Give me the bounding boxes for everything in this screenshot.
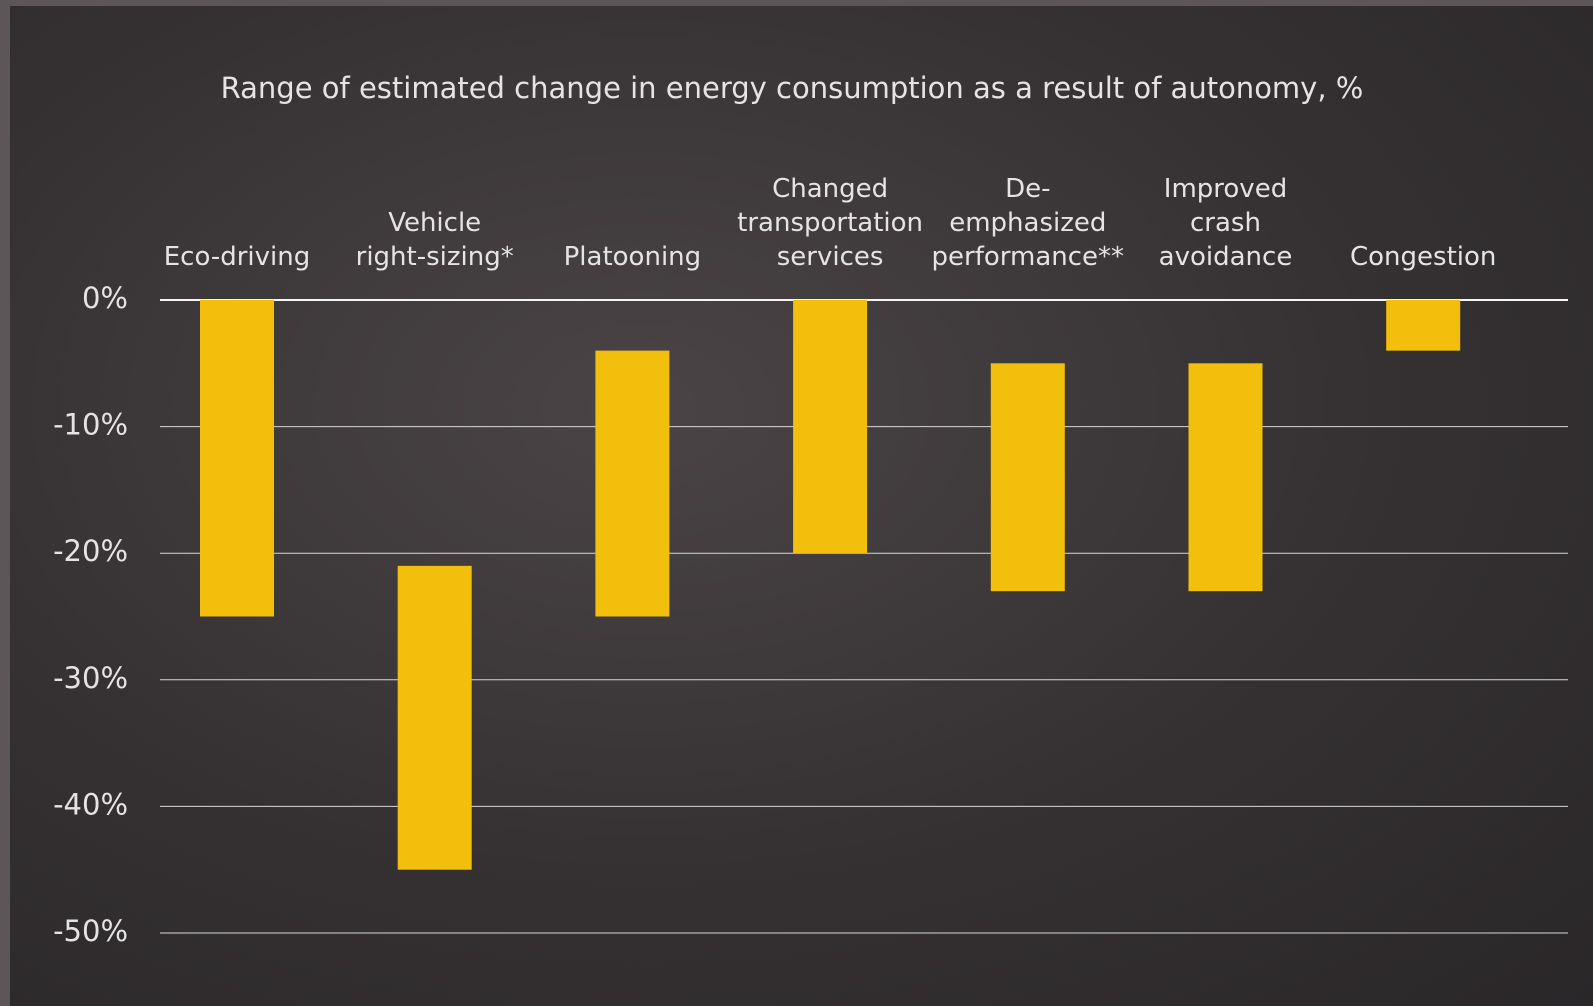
x-tick-label: Changed transportation services bbox=[730, 172, 930, 274]
y-tick-label: 0% bbox=[82, 281, 128, 315]
y-tick-label: -10% bbox=[53, 408, 128, 442]
x-tick-label: Congestion bbox=[1323, 240, 1523, 274]
bar bbox=[1386, 300, 1460, 351]
bar bbox=[793, 300, 867, 553]
bar bbox=[398, 566, 472, 870]
page: Range of estimated change in energy cons… bbox=[0, 0, 1593, 1006]
bar bbox=[595, 351, 669, 617]
x-tick-label: De-emphasized performance** bbox=[928, 172, 1128, 274]
y-tick-label: -20% bbox=[53, 534, 128, 568]
x-tick-label: Improved crash avoidance bbox=[1126, 172, 1326, 274]
bar bbox=[991, 363, 1065, 591]
bar bbox=[1189, 363, 1263, 591]
y-tick-label: -50% bbox=[53, 914, 128, 948]
bar bbox=[200, 300, 274, 617]
x-tick-label: Eco-driving bbox=[137, 240, 337, 274]
chart: Range of estimated change in energy cons… bbox=[0, 0, 1593, 1006]
x-tick-label: Vehicle right-sizing* bbox=[335, 206, 535, 274]
x-tick-label: Platooning bbox=[532, 240, 732, 274]
y-tick-label: -40% bbox=[53, 787, 128, 821]
y-tick-label: -30% bbox=[53, 661, 128, 695]
chart-title: Range of estimated change in energy cons… bbox=[221, 71, 1364, 105]
